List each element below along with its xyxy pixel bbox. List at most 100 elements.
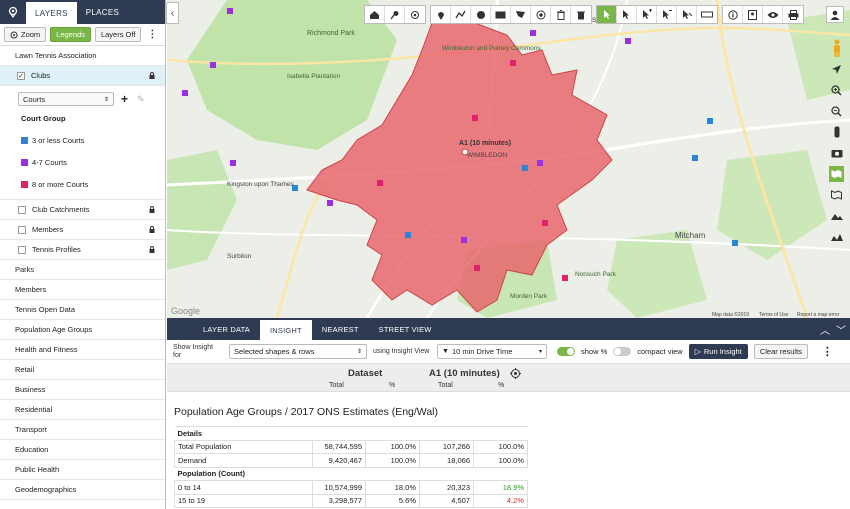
tab-insight[interactable]: INSIGHT	[260, 320, 312, 340]
pointer-add-icon[interactable]	[637, 6, 657, 23]
report-icon[interactable]	[743, 6, 763, 23]
show-percent-toggle[interactable]	[557, 347, 575, 356]
pointer-multi-icon[interactable]	[677, 6, 697, 23]
tab-street-view[interactable]: STREET VIEW	[378, 324, 432, 334]
location-pin-icon[interactable]	[0, 0, 26, 24]
club-catchments-checkbox[interactable]	[18, 205, 26, 214]
terms-link[interactable]: Terms of Use	[759, 312, 789, 318]
more-vertical-icon[interactable]: ⋮	[147, 28, 158, 40]
category-parks[interactable]: Parks	[0, 260, 165, 280]
layer-tennis-profiles[interactable]: Tennis Profiles	[0, 240, 165, 260]
members-sub-label: Members	[32, 225, 64, 234]
zoom-out-icon[interactable]	[829, 103, 844, 119]
target-icon[interactable]	[510, 368, 521, 379]
route-pin-icon[interactable]	[385, 6, 405, 23]
run-insight-label: Run Insight	[703, 347, 742, 356]
rectangle-icon[interactable]	[491, 6, 511, 23]
clubs-legend-panel: Courts ⇕ + ✎ Court Group 3 or less Court…	[0, 86, 165, 200]
compact-view-toggle[interactable]	[613, 347, 632, 356]
collapse-sidebar-button[interactable]: ‹	[166, 2, 179, 24]
map-label: Nonsuch Park	[575, 271, 617, 278]
map-toolbar	[364, 5, 808, 24]
double-chevron-down-icon[interactable]: ﹀	[836, 326, 846, 337]
legend-item: 3 or less Courts	[0, 129, 165, 151]
camera-icon[interactable]	[829, 145, 844, 161]
category-members[interactable]: Members	[0, 280, 165, 300]
zoom-button[interactable]: Zoom	[4, 27, 47, 42]
legend-label: 3 or less Courts	[32, 135, 85, 145]
tab-places[interactable]: PLACES	[85, 7, 120, 17]
home-icon[interactable]	[365, 6, 385, 23]
target-icon[interactable]	[531, 6, 551, 23]
pin-icon[interactable]	[431, 6, 451, 23]
row-label: Total Population	[174, 439, 313, 454]
tennis-profiles-checkbox[interactable]	[18, 245, 26, 254]
members-checkbox[interactable]	[18, 225, 26, 234]
category-business[interactable]: Business	[0, 380, 165, 400]
category-retail[interactable]: Retail	[0, 360, 165, 380]
category-population-age-groups[interactable]: Population Age Groups	[0, 320, 165, 340]
navigation-arrow-icon[interactable]	[829, 61, 844, 77]
map-canvas[interactable]: Richmond Park Isabella Plantation Kingst…	[167, 0, 850, 318]
clubs-checkbox[interactable]: ✓	[17, 71, 25, 80]
tab-layer-data[interactable]: LAYER DATA	[203, 324, 251, 334]
layer-members-sub[interactable]: Members	[0, 220, 165, 240]
legends-button[interactable]: Legends	[50, 27, 91, 42]
nav-tool-group	[364, 5, 426, 24]
row-area-pct: 100.0%	[473, 453, 528, 468]
more-vertical-icon[interactable]: ⋮	[821, 346, 833, 358]
category-residential[interactable]: Residential	[0, 400, 165, 420]
run-insight-button[interactable]: ▷ Run Insight	[688, 344, 748, 359]
delete-all-icon[interactable]	[571, 6, 591, 23]
category-transport[interactable]: Transport	[0, 420, 165, 440]
tab-layers[interactable]: LAYERS	[26, 2, 77, 24]
layer-group-title[interactable]: Lawn Tennis Association	[0, 46, 165, 66]
tab-nearest[interactable]: NEAREST	[321, 324, 359, 334]
courts-select[interactable]: Courts ⇕	[18, 92, 114, 106]
show-insight-for-label: Show Insight for	[173, 343, 214, 359]
measure-icon[interactable]	[697, 6, 717, 23]
print-icon[interactable]	[783, 6, 803, 23]
zoom-in-icon[interactable]	[829, 82, 844, 98]
edit-icon[interactable]: ✎	[137, 93, 145, 104]
street-view-pegman-icon[interactable]	[829, 39, 844, 57]
eye-icon[interactable]	[763, 6, 783, 23]
layer-club-catchments[interactable]: Club Catchments	[0, 200, 165, 220]
info-icon[interactable]	[723, 6, 743, 23]
legend-item: 8 or more Courts	[0, 173, 165, 195]
locate-icon[interactable]	[405, 6, 425, 23]
row-total: 58,744,595	[312, 439, 366, 454]
court-group-title: Court Group	[21, 114, 66, 123]
category-education[interactable]: Education	[0, 440, 165, 460]
shapes-select[interactable]: Selected shapes & rows ⇕	[229, 344, 367, 359]
traffic-light-icon[interactable]	[829, 124, 844, 140]
category-public-health[interactable]: Public Health	[0, 460, 165, 480]
report-error-link[interactable]: Report a map error	[797, 312, 840, 318]
map-outline-icon[interactable]	[829, 187, 844, 203]
map-label: Kingston upon Thames	[227, 181, 294, 188]
sidebar: LAYERS PLACES Zoom Legends Layers Off ⋮ …	[0, 0, 166, 509]
pointer-remove-icon[interactable]	[657, 6, 677, 23]
clear-results-button[interactable]: Clear results	[753, 344, 808, 359]
pointer-plus-icon[interactable]	[617, 6, 637, 23]
trash-icon[interactable]	[551, 6, 571, 23]
polyline-icon[interactable]	[451, 6, 471, 23]
google-logo: Google	[171, 306, 200, 316]
category-health-fitness[interactable]: Health and Fitness	[0, 340, 165, 360]
terrain-icon[interactable]	[829, 208, 844, 224]
add-icon[interactable]: +	[121, 92, 129, 106]
chevron-up-icon[interactable]: ︿	[820, 326, 830, 337]
insight-view-select[interactable]: ▼ 10 min Drive Time ▾	[437, 344, 547, 359]
satellite-icon[interactable]	[829, 229, 844, 245]
polygon-icon[interactable]	[511, 6, 531, 23]
map-layer-icon[interactable]	[829, 166, 844, 182]
category-tennis-open-data[interactable]: Tennis Open Data	[0, 300, 165, 320]
category-geodemographics[interactable]: Geodemographics	[0, 480, 165, 500]
section-label: Details	[174, 426, 528, 441]
user-account-icon[interactable]	[826, 6, 844, 23]
circle-icon[interactable]	[471, 6, 491, 23]
layer-clubs[interactable]: ✓ Clubs	[0, 66, 165, 86]
pointer-icon[interactable]	[597, 6, 617, 23]
layers-off-button[interactable]: Layers Off	[94, 27, 142, 42]
map-side-controls	[829, 39, 844, 245]
